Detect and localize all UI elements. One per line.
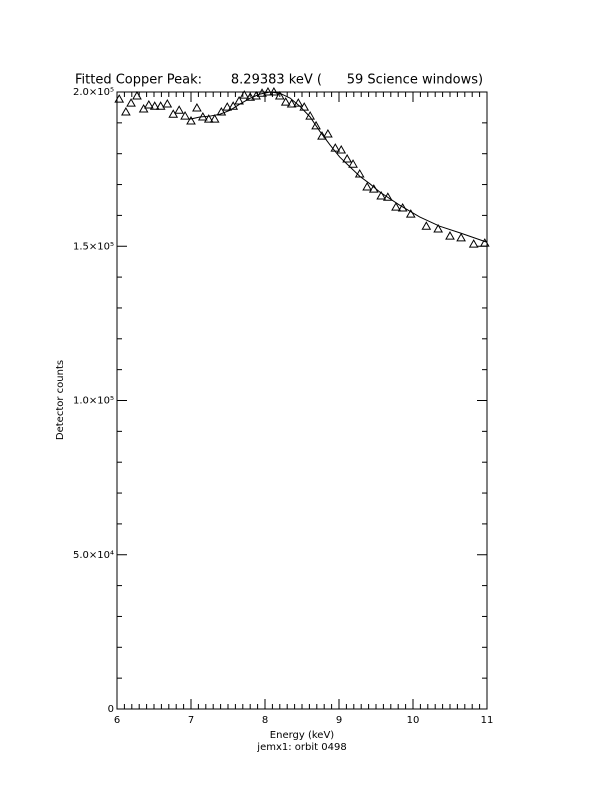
chart-title: Fitted Copper Peak: 8.29383 keV ( 59 Sci… <box>75 73 483 88</box>
data-point <box>168 109 179 118</box>
data-point <box>311 120 321 130</box>
data-point <box>143 99 154 109</box>
data-point <box>263 86 273 96</box>
y-tick-label: 0 <box>108 704 114 715</box>
subtitle: jemx1: orbit 0498 <box>256 742 346 753</box>
data-point <box>342 153 353 163</box>
data-point <box>433 223 444 233</box>
data-point <box>162 99 173 108</box>
x-tick-label: 10 <box>407 715 420 726</box>
data-point <box>280 97 291 106</box>
x-tick-label: 9 <box>336 715 342 726</box>
data-point <box>126 98 136 107</box>
data-point <box>114 94 125 103</box>
data-point <box>209 114 220 123</box>
x-tick-label: 6 <box>114 715 120 726</box>
x-tick-label: 11 <box>481 715 494 726</box>
data-point <box>445 231 455 240</box>
data-point <box>138 103 149 113</box>
data-point <box>421 221 432 230</box>
data-point <box>405 209 416 218</box>
data-point <box>155 101 166 110</box>
data-point <box>239 90 250 99</box>
data-point <box>305 111 316 120</box>
data-point <box>323 128 333 138</box>
y-axis-label: Detector counts <box>55 360 66 440</box>
plot-frame <box>116 91 488 710</box>
data-point <box>222 102 233 111</box>
data-point <box>286 99 297 108</box>
data-point <box>174 105 185 114</box>
data-point <box>149 101 160 110</box>
data-point <box>382 192 393 201</box>
data-point <box>376 190 387 200</box>
data-point <box>192 103 202 112</box>
y-tick-label: 1.0×10⁵ <box>73 396 114 407</box>
y-tick-label: 1.5×10⁵ <box>73 241 114 252</box>
data-point <box>216 107 227 116</box>
data-point <box>456 232 466 242</box>
x-axis-label: Energy (keV) <box>270 730 335 741</box>
data-point <box>397 202 408 212</box>
data-point <box>348 159 358 168</box>
y-tick-label: 5.0×10⁴ <box>73 550 114 561</box>
x-tick-label: 7 <box>188 715 194 726</box>
data-point <box>269 86 279 96</box>
data-point <box>203 114 214 123</box>
data-point <box>336 144 347 154</box>
fit-line <box>190 91 488 243</box>
data-point <box>257 88 267 97</box>
data-point <box>293 98 304 107</box>
data-point <box>368 184 379 193</box>
data-point <box>180 111 190 120</box>
data-point <box>132 91 142 100</box>
data-point <box>228 101 239 110</box>
data-point <box>245 92 256 101</box>
data-point <box>274 91 285 100</box>
data-point <box>186 115 196 125</box>
data-point <box>391 202 401 211</box>
data-point <box>354 169 365 178</box>
x-tick-label: 8 <box>262 715 268 726</box>
data-point <box>362 182 372 191</box>
data-point <box>468 239 479 248</box>
data-point <box>317 131 327 140</box>
data-point <box>121 107 131 116</box>
y-tick-label: 2.0×10⁵ <box>73 87 114 98</box>
